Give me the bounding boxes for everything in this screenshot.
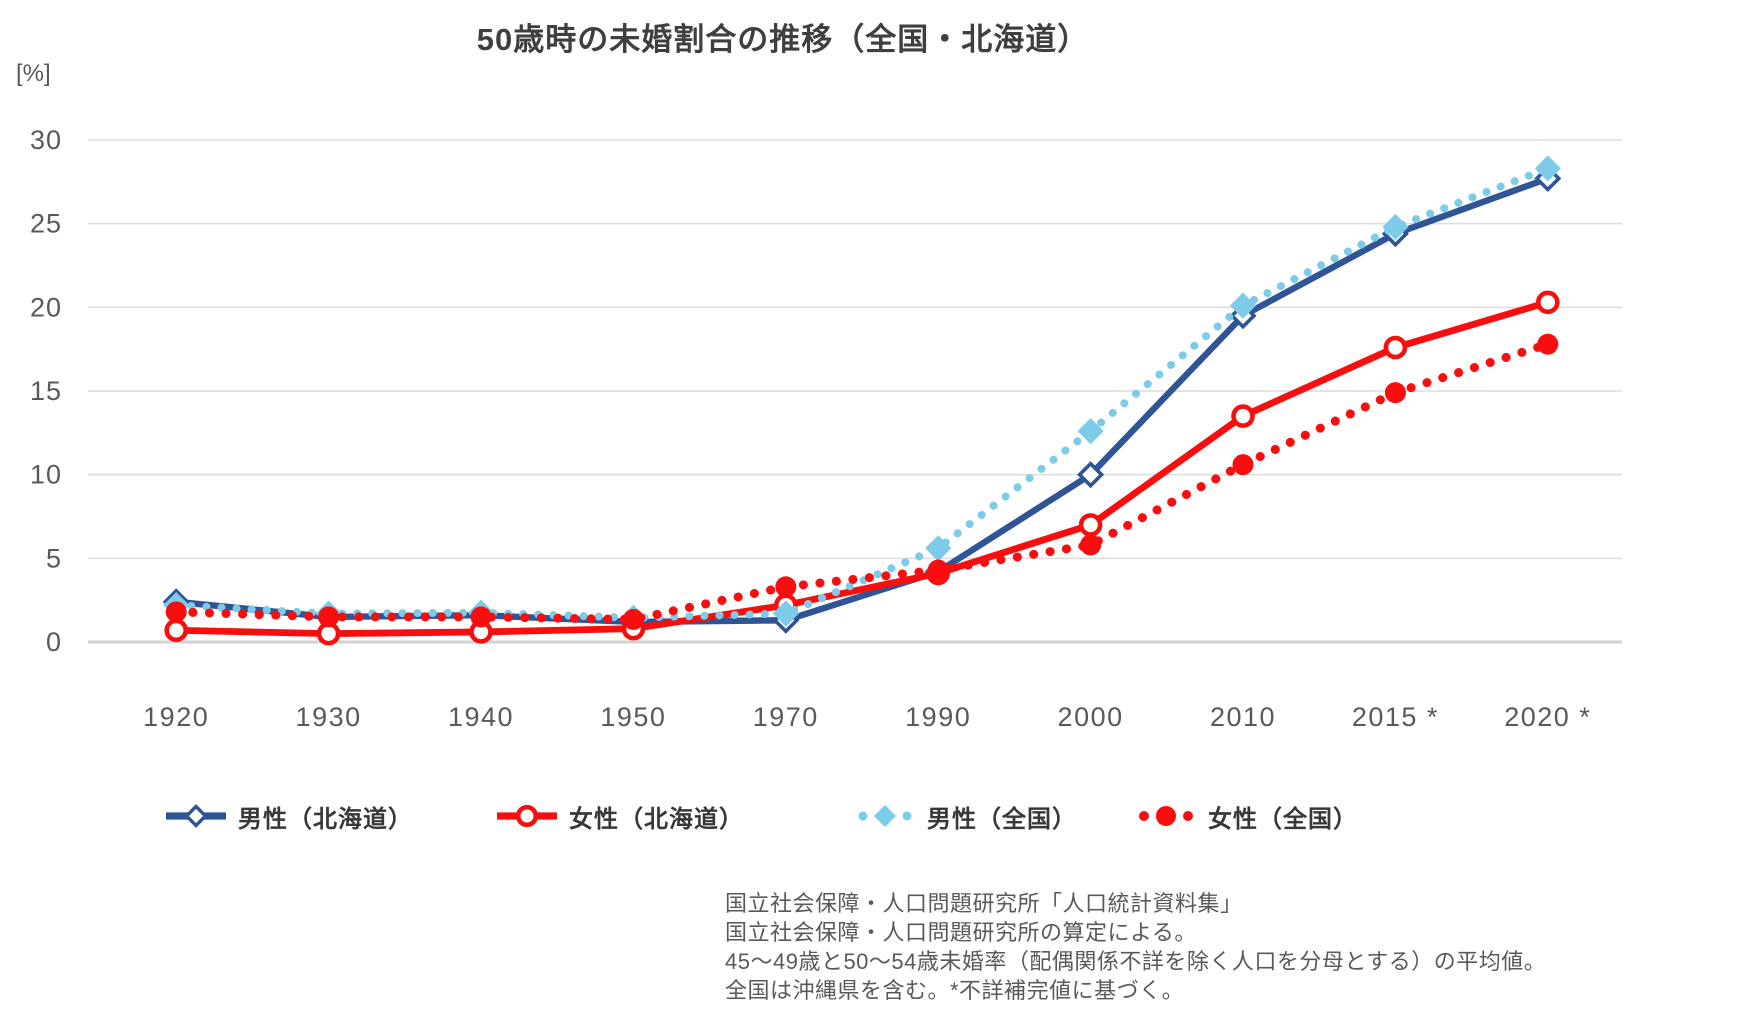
marker-filled-diamond <box>1229 292 1257 319</box>
marker-filled-circle <box>318 606 340 628</box>
legend-item-female-hokkaido: 女性（北海道） <box>494 796 744 836</box>
marker-filled-diamond <box>1534 155 1561 182</box>
series-3 <box>165 333 1559 630</box>
male-hokkaido-line-marker-icon <box>166 804 226 828</box>
marker-filled-diamond <box>772 600 799 627</box>
gridlines <box>88 139 1622 644</box>
female-national-line-marker-icon <box>1139 806 1193 826</box>
y-axis-unit-label: [%] <box>16 60 51 87</box>
note-source-line: 国立社会保障・人口問題研究所「人口統計資料集」 <box>725 891 1243 916</box>
x-tick-label: 1920 <box>143 702 209 732</box>
axis-tick-labels: 0 5 10 15 20 25 30 1920 1930 1940 1950 1970 1990 2000… <box>30 125 1591 732</box>
y-tick-label: 20 <box>30 292 62 322</box>
legend-item-male-hokkaido: 男性（北海道） <box>163 796 413 836</box>
marker-open-diamond <box>1077 461 1105 489</box>
note-calculation-line: 国立社会保障・人口問題研究所の算定による。 <box>725 920 1197 945</box>
marker-filled-circle <box>470 606 492 628</box>
marker-open-circle <box>1536 290 1560 315</box>
x-tick-label: 1940 <box>448 702 514 732</box>
marker-filled-circle <box>1537 333 1559 355</box>
y-tick-label: 30 <box>30 125 62 155</box>
marker-filled-circle <box>165 601 187 623</box>
legend-label: 女性（全国） <box>1208 805 1358 833</box>
x-tick-label: 1990 <box>905 702 971 732</box>
legend-item-female-national: 女性（全国） <box>1133 796 1358 836</box>
x-tick-label: 2010 <box>1210 702 1276 732</box>
legend-label: 女性（北海道） <box>569 805 744 833</box>
series-0 <box>162 164 1562 636</box>
x-tick-label: 2020 * <box>1504 702 1591 732</box>
marker-filled-circle <box>1080 534 1102 556</box>
marker-open-circle <box>164 618 188 643</box>
x-tick-label: 2015 * <box>1352 702 1439 732</box>
marker-filled-circle <box>775 576 797 598</box>
series-line <box>171 339 1553 624</box>
series-line <box>176 299 1549 638</box>
series-line <box>175 175 1549 626</box>
marker-filled-diamond <box>1077 418 1104 445</box>
x-tick-label: 1930 <box>296 702 362 732</box>
marker-filled-diamond <box>1382 213 1409 241</box>
x-tick-label: 1970 <box>753 702 819 732</box>
line-chart-plot-area: 0 5 10 15 20 25 30 1920 1930 1940 1950 1970 1990 2000… <box>30 125 1622 732</box>
y-tick-label: 15 <box>30 376 62 406</box>
chart-legend: 男性（北海道） 女性（北海道） 男性（全国） 女性（全国） <box>0 796 1737 836</box>
y-tick-label: 5 <box>46 543 62 573</box>
marker-open-circle <box>1078 513 1103 537</box>
marker-filled-circle <box>1384 382 1406 404</box>
series-1 <box>164 290 1560 646</box>
marker-open-circle <box>1383 335 1408 360</box>
legend-label: 男性（全国） <box>927 805 1077 833</box>
chart-title: 50歳時の未婚割合の推移（全国・北海道） <box>476 22 1090 57</box>
marker-filled-circle <box>622 608 644 630</box>
legend-label: 男性（北海道） <box>238 805 413 833</box>
x-tick-label: 2000 <box>1058 702 1124 732</box>
note-asterisk-line: 全国は沖縄県を含む。*不詳補完値に基づく。 <box>725 978 1185 1003</box>
marker-filled-circle <box>927 559 949 581</box>
marker-open-circle <box>1231 404 1255 428</box>
y-tick-label: 10 <box>30 460 62 490</box>
male-national-line-marker-icon <box>858 805 912 827</box>
legend-item-male-national: 男性（全国） <box>852 796 1077 836</box>
note-definition-line: 45～49歳と50～54歳未婚率（配偶関係不詳を除く人口を分母とする）の平均値。 <box>725 949 1547 974</box>
x-tick-label: 1950 <box>600 702 666 732</box>
marker-filled-circle <box>1232 454 1254 476</box>
series-line <box>172 164 1552 622</box>
female-hokkaido-line-marker-icon <box>497 804 557 828</box>
y-tick-label: 25 <box>30 209 62 239</box>
source-notes: 国立社会保障・人口問題研究所「人口統計資料集」 国立社会保障・人口問題研究所の算… <box>725 889 1546 1005</box>
y-tick-label: 0 <box>46 627 62 657</box>
